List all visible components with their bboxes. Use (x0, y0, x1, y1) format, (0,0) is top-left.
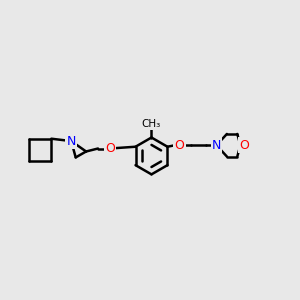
Text: N: N (67, 135, 76, 148)
Text: O: O (174, 139, 184, 152)
Text: N: N (212, 139, 221, 152)
Text: O: O (105, 142, 115, 155)
Text: CH₃: CH₃ (142, 119, 161, 129)
Text: O: O (239, 139, 249, 152)
